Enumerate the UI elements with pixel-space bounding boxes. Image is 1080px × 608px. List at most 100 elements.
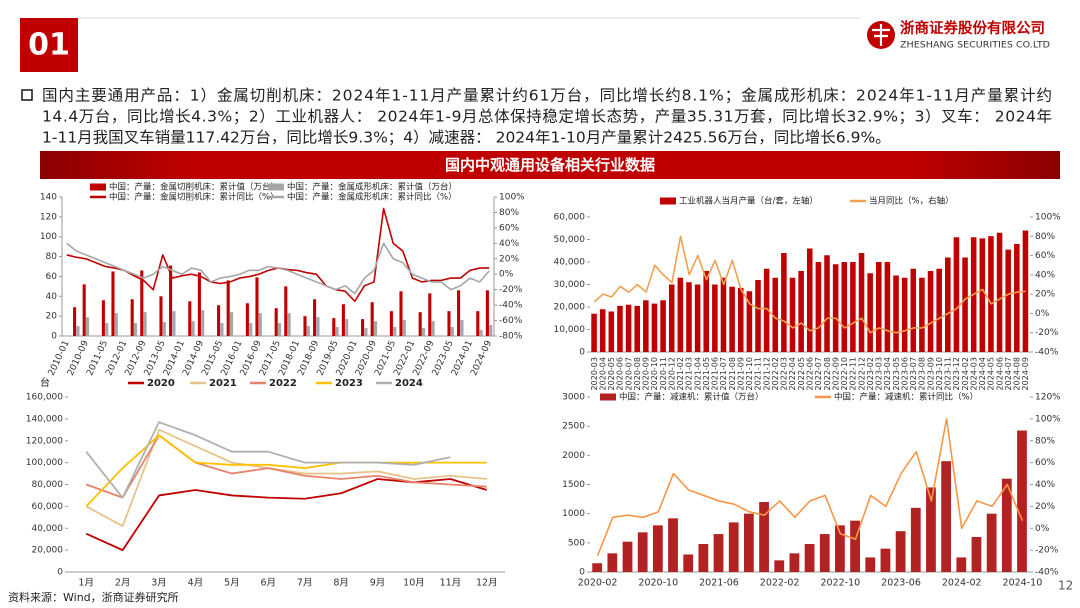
y2-tick-label: 20% [1035,502,1055,512]
x-tick-label: 11月 [440,578,462,589]
x-tick-label: 2021-12 [762,357,771,390]
bar [763,268,770,352]
bar [953,237,960,352]
y2-tick-label: 100% [1035,414,1061,424]
legend-swatch [600,393,616,401]
y-tick-label: 100 [40,232,57,242]
bar [86,317,90,336]
bar [617,305,623,352]
bar [804,544,815,572]
x-tick-label: 2023-08 [918,357,927,390]
y2-tick-label: 40% [1035,480,1055,490]
x-tick-label: 2022-11 [849,357,858,390]
y-tick-label: 2000 [562,451,585,461]
bar [316,317,320,336]
bar [313,299,317,336]
y-tick-label: 20,000 [554,303,586,313]
bar [876,262,882,352]
y-tick-label: 60,000 [554,213,586,223]
y-tick-label: 140 [40,193,57,203]
legend-label: 2022 [269,378,297,389]
section-number: 01 [28,28,70,63]
bullet-square [21,89,33,101]
y-tick-label: 1000 [562,509,585,519]
bar [460,320,464,336]
bar [996,232,1003,352]
x-tick-label: 2021-03 [685,357,694,390]
x-tick-label: 7月 [297,578,313,589]
x-tick-label: 2021-05 [702,357,711,390]
x-tick-label: 3月 [151,578,167,589]
y-tick-label: 0 [57,568,63,578]
chart: 0 500 1000 1500 2000 2500 3000 -40% -20% 0% 20% 40%… [562,392,1061,589]
bar [772,277,779,352]
x-tick-label: 2023-04 [883,357,892,390]
bar [774,560,785,572]
legend-label: 中国：产量：金属切削机床：累计同比（%） [109,192,279,203]
y2-tick-label: -40% [1035,348,1059,358]
bar [105,323,109,336]
bar [789,277,796,352]
x-tick-label: 2020-12 [667,357,676,390]
line-series [85,421,451,499]
bar [361,319,365,336]
x-tick-label: 2024-07 [1004,357,1013,390]
bar [1014,244,1020,352]
legend-label: 工业机器人当月产量（台/套，左轴） [679,196,818,207]
legend-label: 当月同比（%，右轴） [869,196,954,207]
y2-tick-label: 20% [499,254,519,264]
bullet-line: 国内主要通用产品：1）金属切削机床：2024年1-11月产量累计约61万台，同比… [42,87,1052,105]
bullet-line: 1-11月我国叉车销量117.42万台，同比增长9.3%；4）减速器： 2024… [42,129,891,147]
section-box [20,18,78,72]
x-tick-label: 2020-04 [598,357,607,390]
y2-tick-label: 0% [1035,309,1050,319]
bar [389,311,393,336]
legend-label: 2020 [147,378,175,389]
company-name-en: ZHESHANG SECURITIES CO.LTD [900,41,1050,51]
bullet-line: 14.4万台，同比增长4.3%；2）工业机器人： 2024年1-9月总体保持稳定… [42,108,1052,126]
x-tick-label: 2023-05 [892,357,901,390]
x-tick-label: 2020-02 [578,578,618,589]
bar [287,313,291,336]
bar [258,313,262,336]
x-tick-label: 2022-08 [823,357,832,390]
bar [428,293,432,336]
chart: 0 10,000 20,000 30,000 40,000 50,000 60,000 -40… [554,196,1062,391]
y-tick-label: 120 [40,212,57,222]
y-tick-label: 1500 [562,480,585,490]
company-name: 浙商证券股份有限公司 [900,19,1045,37]
bar [789,553,800,572]
y2-tick-label: -80% [499,332,523,342]
bar [73,307,77,336]
line-series [66,207,490,303]
y2-tick-label: -40% [1035,568,1059,578]
x-tick-label: 2月 [115,578,131,589]
x-tick-label: 2023-02 [866,357,875,390]
x-tick-label: 2023-12 [952,357,961,390]
chart: 0 20,000 40,000 60,000 80,000 100,000 120,000 1… [26,378,505,589]
y-tick-label: 20 [46,312,58,322]
x-tick-label: 2021-09 [736,357,745,390]
bar [374,321,378,336]
x-tick-label: 2022-07 [814,357,823,390]
bar [986,513,997,572]
x-tick-label: 2020-05 [607,357,616,390]
line-series [596,418,1024,556]
bar [622,541,633,572]
x-tick-label: 2022-04 [788,357,797,390]
x-tick-label: 2023-10 [935,357,944,390]
legend-label: 2024 [395,378,423,389]
bar [979,238,986,352]
bar [303,316,307,336]
bar [643,300,649,352]
x-tick-label: 2020-03 [590,357,599,390]
bar [865,557,876,572]
bar [798,271,804,352]
x-tick-label: 2024-02 [942,578,982,589]
x-tick-label: 2023-09 [926,357,935,390]
bar [637,532,648,572]
source-note: 资料来源：Wind，浙商证券研究所 [8,590,179,604]
bar [988,236,994,352]
bar [746,291,753,352]
